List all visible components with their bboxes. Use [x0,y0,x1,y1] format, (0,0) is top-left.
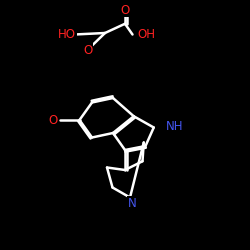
Text: NH: NH [166,120,184,133]
Text: OH: OH [138,28,156,41]
Text: O: O [83,44,92,57]
Text: N: N [128,197,137,210]
Text: O: O [120,4,130,16]
Text: HO: HO [58,28,76,41]
Text: O: O [48,114,58,126]
